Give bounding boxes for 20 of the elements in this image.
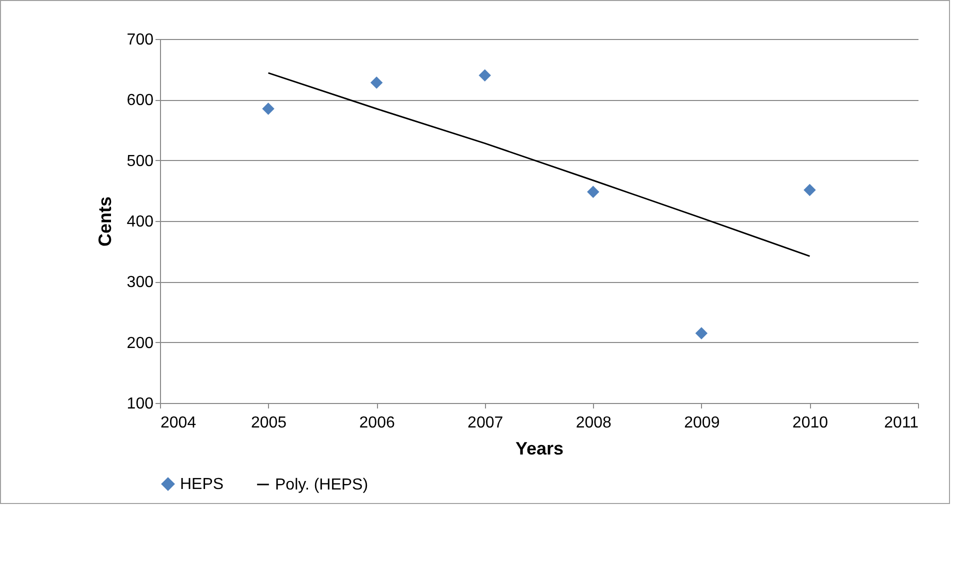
x-tick-label: 2006 (359, 414, 395, 432)
x-tick-label: 2004 (160, 414, 196, 432)
y-axis-title: Cents (94, 196, 115, 247)
x-tick-label: 2009 (684, 414, 720, 432)
x-tick-label: 2010 (792, 414, 828, 432)
y-tick-label: 500 (126, 152, 154, 170)
y-tick-label: 100 (126, 396, 154, 412)
y-tick-label: 300 (126, 274, 154, 292)
x-tick-label: 2005 (250, 414, 287, 432)
line-series (268, 72, 810, 257)
x-tick-label: 2008 (576, 414, 612, 432)
x-tick-label: 2007 (468, 414, 504, 432)
x-axis-title: Years (515, 438, 564, 458)
legend-label: Poly. (HEPS) (275, 476, 368, 494)
y-tick-label: 400 (126, 214, 154, 230)
y-tick-label: 600 (126, 92, 154, 110)
x-tick-label: 2011 (884, 414, 919, 432)
legend-label: HEPS (180, 476, 224, 494)
y-tick-label: 200 (126, 334, 154, 352)
y-tick-label: 700 (126, 32, 154, 48)
